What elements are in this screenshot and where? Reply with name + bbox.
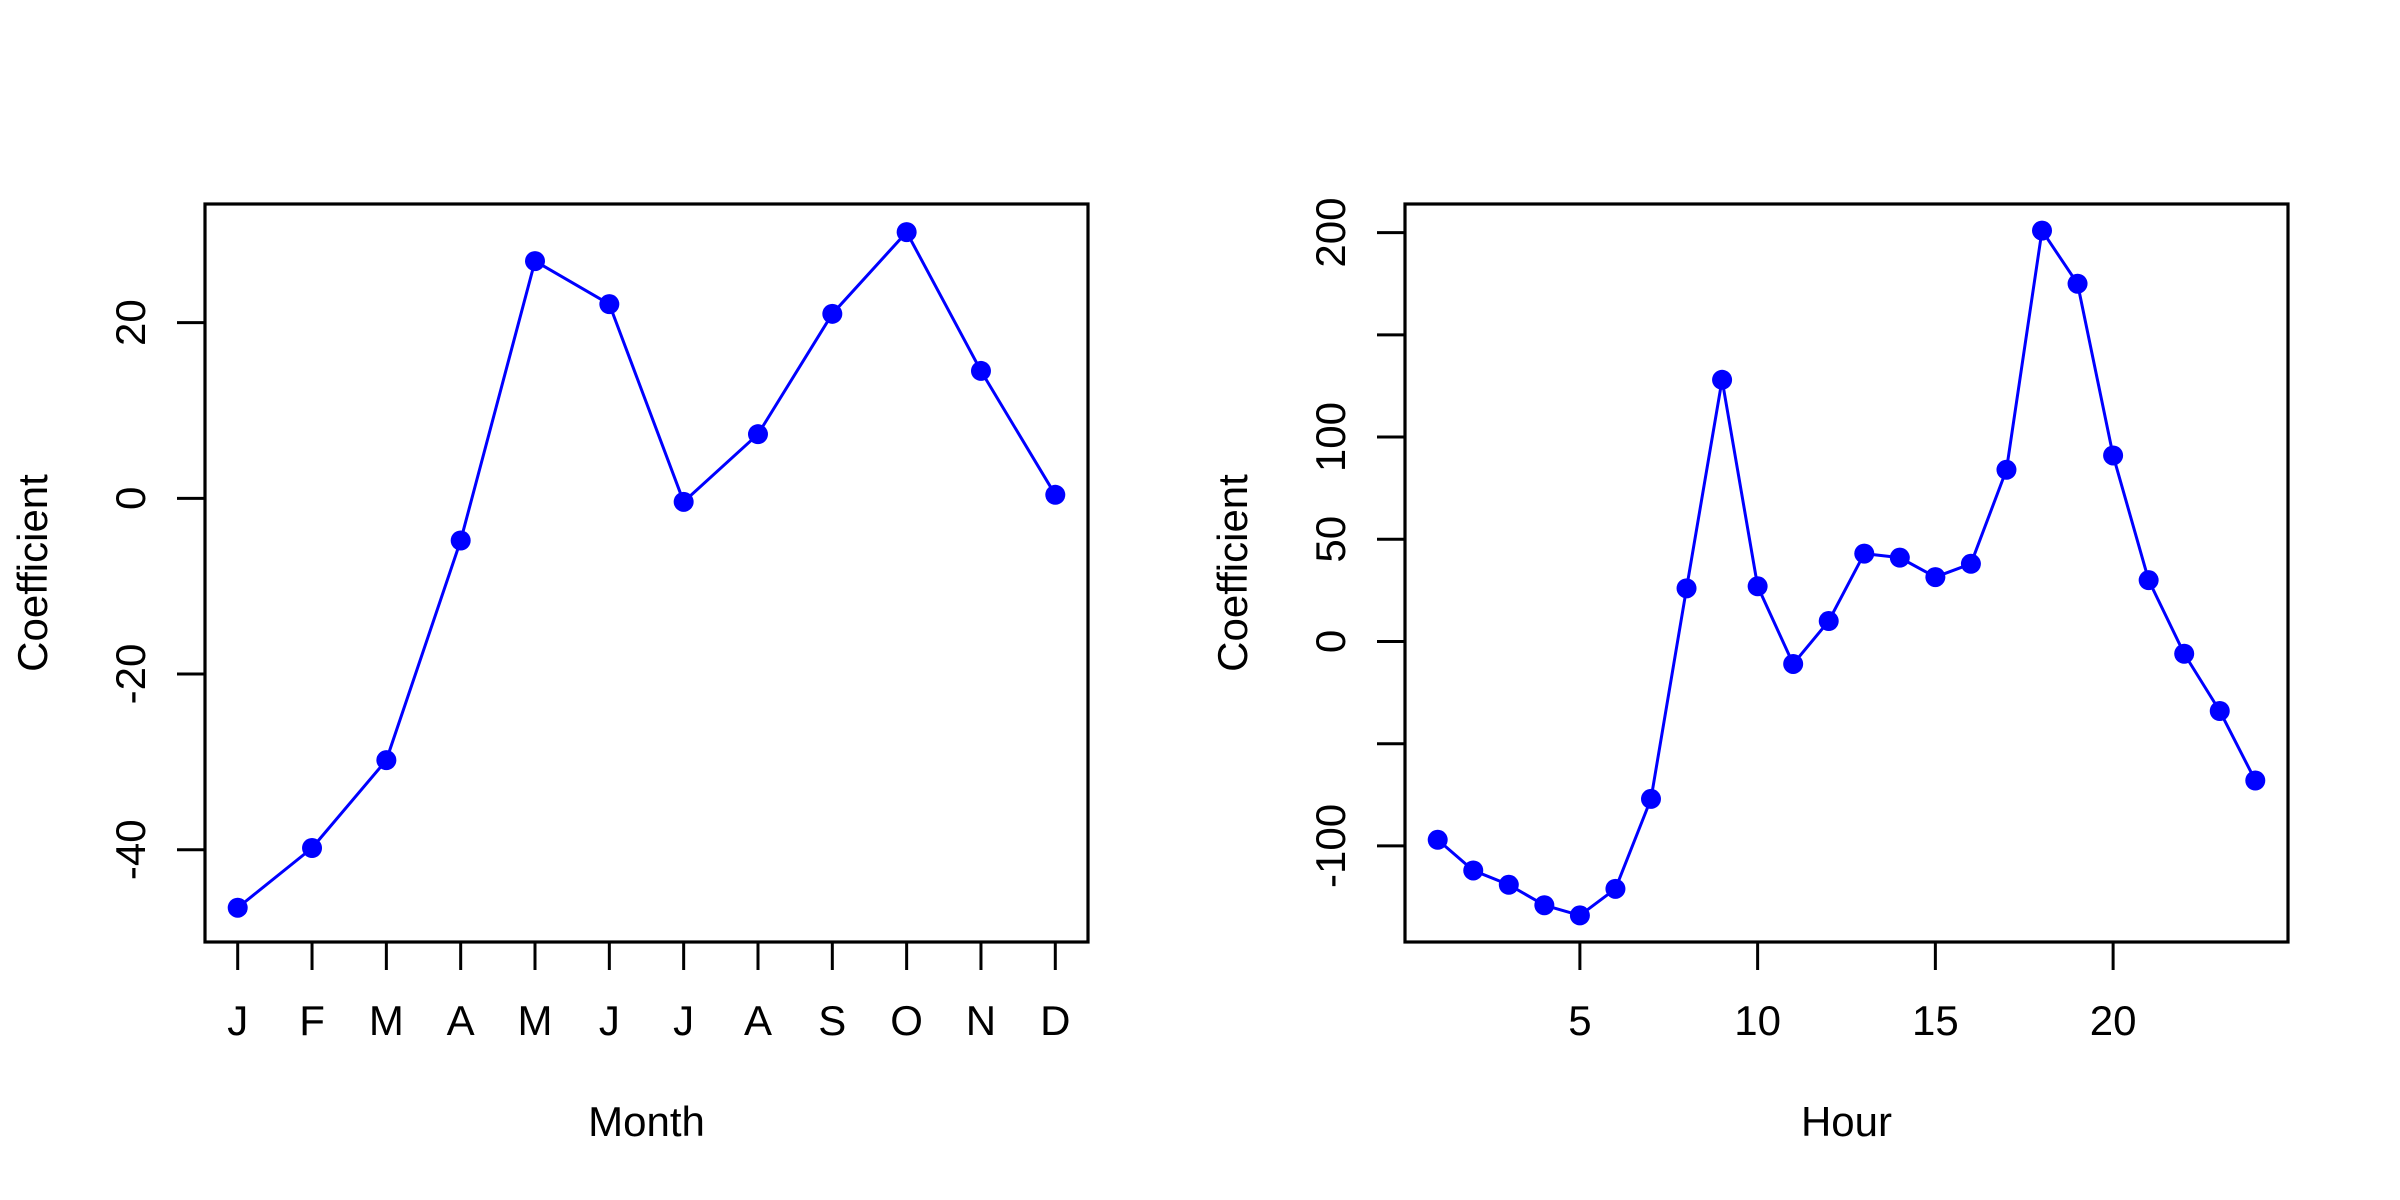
data-point bbox=[747, 424, 768, 445]
plot-box bbox=[203, 202, 1090, 944]
data-point bbox=[376, 750, 397, 771]
x-tick-label: F bbox=[299, 997, 325, 1044]
data-point bbox=[2245, 770, 2266, 791]
y-tick-label: 100 bbox=[1307, 402, 1354, 472]
y-tick-label: 0 bbox=[1307, 630, 1354, 653]
data-point bbox=[1640, 788, 1661, 809]
data-point bbox=[970, 360, 991, 381]
data-point bbox=[1889, 547, 1910, 568]
data-point bbox=[1712, 369, 1733, 390]
x-tick-label: D bbox=[1040, 997, 1070, 1044]
series-line bbox=[236, 230, 1057, 909]
data-point bbox=[450, 530, 471, 551]
x-axis-title: Month bbox=[588, 1098, 705, 1145]
data-point bbox=[2067, 273, 2088, 294]
y-tick-label: 0 bbox=[107, 487, 154, 510]
x-tick-label: M bbox=[369, 997, 404, 1044]
data-point bbox=[227, 897, 248, 918]
data-point bbox=[1854, 543, 1875, 564]
series-line bbox=[1436, 229, 2257, 917]
data-point bbox=[1569, 905, 1590, 926]
data-point bbox=[1818, 611, 1839, 632]
y-tick-label: 200 bbox=[1307, 198, 1354, 268]
data-point bbox=[2103, 445, 2124, 466]
data-point bbox=[1463, 860, 1484, 881]
y-tick-label: 50 bbox=[1307, 516, 1354, 563]
y-tick-label: -20 bbox=[107, 644, 154, 705]
y-tick-label: -40 bbox=[107, 819, 154, 880]
hour-coefficient-plot: 5 10 15 20 -100 0 50 100 200 Hour Coefficient bbox=[1209, 198, 2290, 1145]
data-point bbox=[896, 222, 917, 243]
x-tick-label: O bbox=[890, 997, 923, 1044]
data-point bbox=[1676, 578, 1697, 599]
data-point bbox=[1534, 895, 1555, 916]
x-tick-label: J bbox=[599, 997, 620, 1044]
x-tick-label: M bbox=[518, 997, 553, 1044]
x-tick-label: S bbox=[818, 997, 846, 1044]
data-point bbox=[2174, 643, 2195, 664]
y-axis-title: Coefficient bbox=[9, 474, 56, 672]
x-tick-label: N bbox=[966, 997, 996, 1044]
y-tick-label: 20 bbox=[107, 299, 154, 346]
x-tick-label: 20 bbox=[2090, 997, 2137, 1044]
x-tick-label: J bbox=[673, 997, 694, 1044]
data-point bbox=[525, 251, 546, 272]
x-tick-label: 10 bbox=[1734, 997, 1781, 1044]
data-point bbox=[1427, 829, 1448, 850]
data-point bbox=[1783, 653, 1804, 674]
x-tick-label: 5 bbox=[1568, 997, 1591, 1044]
x-tick-label: A bbox=[744, 997, 772, 1044]
data-point bbox=[302, 837, 323, 858]
data-point bbox=[1605, 878, 1626, 899]
data-point bbox=[1747, 576, 1768, 597]
x-axis-title: Hour bbox=[1801, 1098, 1892, 1145]
x-tick-label: A bbox=[447, 997, 475, 1044]
data-point bbox=[2209, 700, 2230, 721]
data-point bbox=[1925, 567, 1946, 588]
data-point bbox=[2138, 570, 2159, 591]
data-point bbox=[2032, 220, 2053, 241]
data-point bbox=[673, 491, 694, 512]
x-tick-label: J bbox=[227, 997, 248, 1044]
data-point bbox=[1498, 874, 1519, 895]
y-tick-label: -100 bbox=[1307, 804, 1354, 888]
data-point bbox=[1045, 484, 1066, 505]
plot-box bbox=[1403, 202, 2290, 944]
data-point bbox=[1996, 459, 2017, 480]
data-point bbox=[822, 303, 843, 324]
x-tick-label: 15 bbox=[1912, 997, 1959, 1044]
data-point bbox=[1960, 553, 1981, 574]
y-axis-title: Coefficient bbox=[1209, 474, 1256, 672]
data-point bbox=[599, 294, 620, 315]
